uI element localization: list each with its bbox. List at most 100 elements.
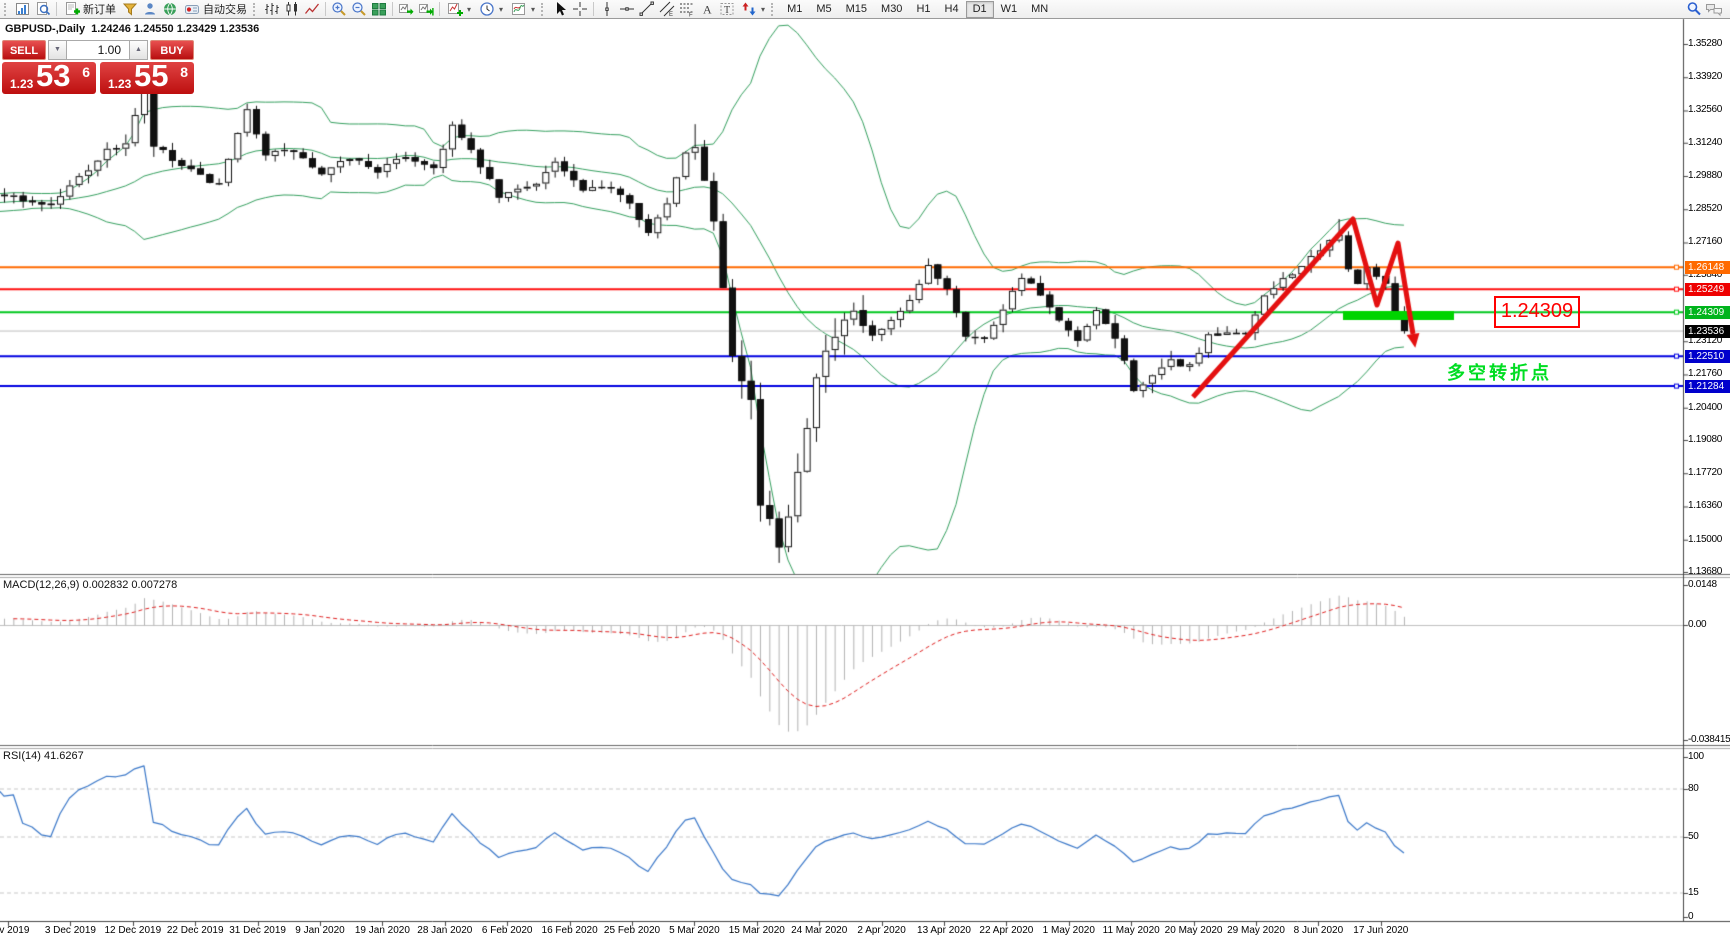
timeframe-button-h1[interactable]: H1: [916, 2, 931, 15]
equidistant-channel-icon[interactable]: E: [657, 1, 677, 18]
chevron-down-icon: ▾: [499, 4, 504, 14]
buy-price-tile[interactable]: 1.23 55 8: [100, 62, 194, 94]
price-axis-label: 1.28520: [1688, 203, 1723, 215]
price-line-tag: 1.24309: [1685, 305, 1730, 319]
timeframe-button-m30[interactable]: M30: [881, 2, 903, 15]
autotrading-button[interactable]: 自动交易: [180, 1, 251, 18]
sell-button[interactable]: SELL: [2, 40, 46, 60]
date-axis-label: 22 Dec 2019: [166, 925, 224, 936]
buy-price-sup: 8: [180, 64, 188, 80]
new-chart-icon[interactable]: [13, 1, 33, 18]
volume-field[interactable]: 1.00: [67, 40, 129, 60]
timeframe-button-m5[interactable]: M5: [816, 2, 832, 15]
autotrading-icon: [185, 5, 199, 14]
buy-button[interactable]: BUY: [150, 40, 194, 60]
rsi-axis-label: 50: [1688, 831, 1699, 842]
price-axis-label: 1.13680: [1688, 565, 1723, 577]
macd-axis-label: 0.0148: [1688, 579, 1717, 590]
date-axis-label: 16 Feb 2020: [541, 925, 598, 936]
chart-title: GBPUSD-,Daily 1.24246 1.24550 1.23429 1.2…: [5, 23, 259, 35]
chart-symbol-period: GBPUSD-,Daily: [5, 23, 86, 35]
timeframe-button-mn[interactable]: MN: [1031, 2, 1049, 15]
toolbar-grip: [253, 2, 259, 16]
buy-price-big: 55: [134, 62, 169, 93]
timeframe-button-m15[interactable]: M15: [845, 2, 868, 15]
search-icon[interactable]: [1684, 1, 1704, 18]
date-axis-label: 15 Mar 2020: [728, 925, 785, 936]
tile-windows-icon[interactable]: [369, 1, 389, 18]
templates-icon: [512, 3, 526, 15]
sell-price-sup: 6: [82, 64, 90, 80]
rsi-pane-label: RSI(14) 41.6267: [3, 750, 84, 762]
sell-price-tile[interactable]: 1.23 53 6: [2, 62, 96, 94]
market-icon[interactable]: [120, 1, 140, 18]
bar-chart-icon[interactable]: [262, 1, 282, 18]
vertical-line-icon[interactable]: [597, 1, 617, 18]
svg-text:T: T: [724, 5, 730, 16]
price-axis-label: 1.32560: [1688, 104, 1723, 116]
macd-axis-label: 0.00: [1688, 619, 1707, 630]
toolbar-grip: [771, 2, 777, 16]
toolbar-grip: [4, 2, 10, 16]
zoom-in-icon[interactable]: [329, 1, 349, 18]
news-icon[interactable]: [160, 1, 180, 18]
text-icon[interactable]: A: [697, 1, 717, 18]
chevron-down-icon: ▾: [467, 4, 472, 14]
crosshair-icon[interactable]: [570, 1, 590, 18]
date-axis-label: 13 Apr 2020: [917, 925, 971, 936]
fibonacci-icon[interactable]: F: [677, 1, 697, 18]
chat-icon[interactable]: [1704, 1, 1724, 18]
print-preview-icon[interactable]: [33, 1, 53, 18]
macd-axis-label: -0.038415: [1688, 734, 1730, 745]
toolbar-separator: [392, 2, 393, 16]
toolbar-separator: [325, 2, 326, 16]
new-order-icon: [66, 2, 80, 15]
timeframe-button-d1[interactable]: D1: [965, 0, 994, 18]
chart-shift-icon[interactable]: [416, 1, 436, 18]
cursor-icon[interactable]: [550, 1, 570, 18]
price-axis-label: 1.16360: [1688, 500, 1723, 512]
buy-price-prefix: 1.23: [108, 77, 132, 91]
new-order-label: 新订单: [83, 4, 116, 16]
trendline-icon[interactable]: [637, 1, 657, 18]
arrows-button[interactable]: ▾: [737, 1, 769, 18]
indicators-icon: [448, 3, 463, 16]
templates-button[interactable]: ▾: [507, 1, 539, 18]
toolbar-separator: [439, 2, 440, 16]
chevron-down-icon: ▾: [531, 4, 536, 14]
rsi-axis-label: 0: [1688, 911, 1694, 922]
volume-up-button[interactable]: ▲: [129, 40, 148, 60]
community-icon[interactable]: [140, 1, 160, 18]
date-axis-label: 6 Feb 2020: [481, 925, 533, 936]
zoom-out-icon[interactable]: [349, 1, 369, 18]
price-axis-label: 1.33920: [1688, 71, 1723, 83]
chart-ohlc-values: 1.24246 1.24550 1.23429 1.23536: [91, 23, 260, 35]
price-line-tag: 1.21284: [1685, 379, 1730, 393]
autotrading-label: 自动交易: [203, 4, 247, 16]
timeframe-button-m1[interactable]: M1: [787, 2, 803, 15]
new-order-button[interactable]: 新订单: [60, 1, 120, 18]
price-axis-label: 1.25840: [1688, 268, 1723, 280]
date-axis-label: 3 Dec 2019: [44, 925, 96, 936]
candlesticks-icon[interactable]: [282, 1, 302, 18]
date-axis-label: 19 Jan 2020: [354, 925, 410, 936]
volume-down-button[interactable]: ▼: [48, 40, 67, 60]
price-axis-label: 1.29880: [1688, 169, 1723, 181]
volume-stepper: ▼ 1.00 ▲: [48, 40, 148, 60]
timeframe-button-h4[interactable]: H4: [944, 2, 959, 15]
auto-scroll-icon[interactable]: [396, 1, 416, 18]
toolbar-separator: [56, 2, 57, 16]
date-axis-label: 29 May 2020: [1227, 925, 1285, 936]
date-axis-label: 22 Apr 2020: [979, 925, 1034, 936]
horizontal-line-icon[interactable]: [617, 1, 637, 18]
text-label-icon[interactable]: T: [717, 1, 737, 18]
date-axis-label: 17 Jun 2020: [1353, 925, 1409, 936]
date-axis-label: 9 Jan 2020: [295, 925, 345, 936]
line-chart-icon[interactable]: [302, 1, 322, 18]
svg-text:A: A: [703, 3, 712, 17]
indicators-button[interactable]: ▾: [443, 1, 475, 18]
price-line-tag: 1.26148: [1685, 260, 1730, 274]
timeframe-button-w1[interactable]: W1: [1000, 2, 1018, 15]
periods-button[interactable]: ▾: [475, 1, 507, 18]
